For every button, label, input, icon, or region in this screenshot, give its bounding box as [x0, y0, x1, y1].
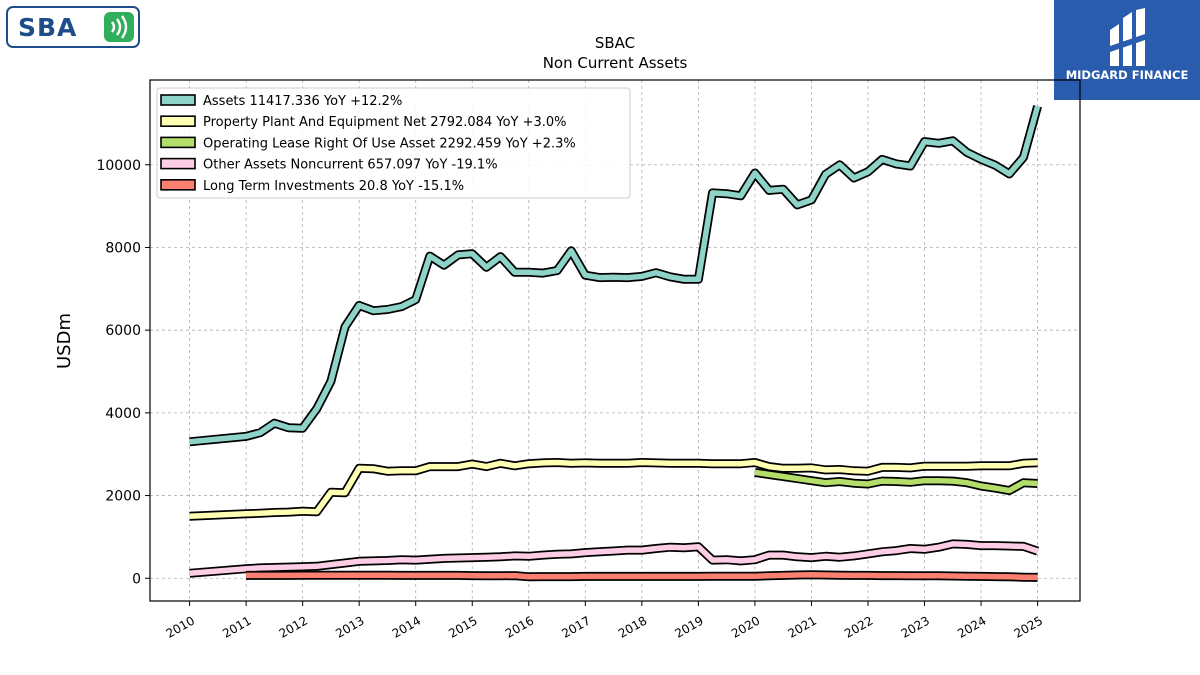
x-tick-label: 2019 — [672, 613, 705, 640]
x-tick-label: 2016 — [503, 613, 536, 640]
chart-title: SBAC — [595, 34, 635, 52]
plot-frame — [149, 79, 1081, 602]
legend-entry: Property Plant And Equipment Net 2792.08… — [203, 115, 567, 130]
y-axis-label: USDm — [54, 313, 75, 369]
series-line — [754, 469, 1038, 494]
midgard-finance-name: MIDGARD FINANCE — [1065, 68, 1189, 82]
sba-logo: SBA — [6, 6, 140, 48]
x-tick-label: 2011 — [220, 613, 253, 640]
legend-swatch — [160, 115, 196, 127]
x-tick-label: 2015 — [446, 613, 479, 640]
y-tick-label: 8000 — [105, 240, 141, 256]
series-line — [189, 459, 1038, 519]
legend-entry: Assets 11417.336 YoY +12.2% — [203, 94, 402, 109]
chart-subtitle: Non Current Assets — [543, 54, 688, 72]
x-tick-label: 2020 — [729, 613, 762, 640]
y-tick-label: 2000 — [105, 489, 141, 505]
series-line — [189, 105, 1041, 445]
legend-swatch — [160, 157, 196, 170]
y-tick-label: 0 — [132, 571, 141, 587]
legend-entry: Long Term Investments 20.8 YoY -15.1% — [203, 179, 464, 194]
sba-logo-text: SBA — [18, 13, 78, 42]
y-tick-label: 4000 — [105, 406, 141, 422]
signal-icon — [104, 12, 134, 42]
x-tick-label: 2024 — [955, 613, 988, 640]
x-tick-label: 2010 — [164, 613, 197, 640]
y-tick-label: 10000 — [96, 158, 141, 174]
legend-entry: Operating Lease Right Of Use Asset 2292.… — [203, 136, 576, 151]
series-lines — [189, 105, 1042, 582]
x-tick-label: 2023 — [899, 613, 932, 640]
midgard-mark-icon — [1110, 8, 1145, 66]
x-tick-label: 2012 — [277, 613, 310, 640]
x-tick-label: 2018 — [616, 613, 649, 640]
legend-swatch — [160, 179, 196, 191]
series-line — [246, 571, 1038, 581]
legend-entry: Other Assets Noncurrent 657.097 YoY -19.… — [203, 158, 498, 173]
legend: Assets 11417.336 YoY +12.2% Property Plan… — [156, 87, 631, 199]
x-tick-label: 2014 — [390, 613, 423, 640]
x-tick-label: 2017 — [559, 613, 592, 640]
legend-swatch — [160, 94, 196, 106]
x-tick-label: 2022 — [842, 613, 875, 640]
x-tick-label: 2021 — [786, 613, 819, 640]
series-line — [189, 541, 1039, 577]
x-tick-label: 2013 — [333, 613, 366, 640]
y-tick-label: 6000 — [105, 323, 141, 339]
legend-swatch — [160, 136, 196, 149]
x-tick-label: 2025 — [1012, 613, 1045, 640]
legend-box — [156, 87, 631, 199]
midgard-finance-logo: MIDGARD FINANCE — [1054, 0, 1200, 100]
